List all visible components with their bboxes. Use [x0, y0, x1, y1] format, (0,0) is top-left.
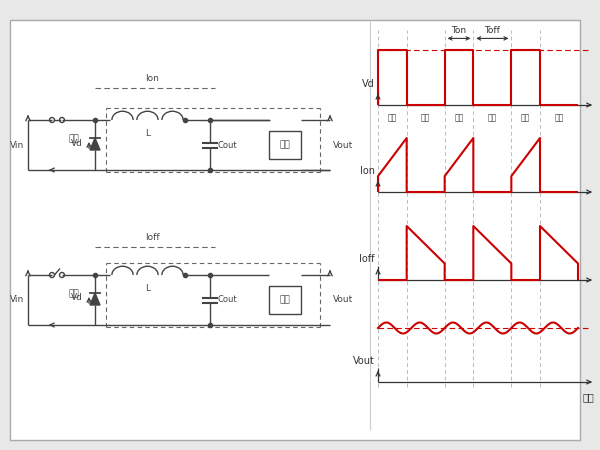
Text: Vd: Vd — [71, 293, 83, 302]
Text: 负载: 负载 — [280, 296, 290, 305]
Text: Ioff: Ioff — [145, 233, 160, 242]
Text: 负载: 负载 — [280, 140, 290, 149]
Text: L: L — [145, 129, 150, 138]
Text: 接通: 接通 — [454, 113, 464, 122]
Text: Ion: Ion — [146, 74, 160, 83]
Polygon shape — [90, 138, 100, 150]
Text: Ioff: Ioff — [359, 254, 375, 264]
Text: Vin: Vin — [10, 296, 24, 305]
Text: Vout: Vout — [333, 296, 353, 305]
Text: Vout: Vout — [333, 140, 353, 149]
Bar — [269, 131, 301, 159]
Text: Ton: Ton — [451, 27, 467, 36]
Text: Cout: Cout — [218, 140, 238, 149]
Text: Cout: Cout — [218, 296, 238, 305]
Text: 接通: 接通 — [68, 134, 79, 143]
Text: Vd: Vd — [71, 139, 83, 148]
Bar — [269, 286, 301, 314]
Polygon shape — [90, 293, 100, 305]
Text: L: L — [145, 284, 150, 293]
Text: Ion: Ion — [360, 166, 375, 176]
Text: 时间: 时间 — [582, 392, 594, 402]
Text: Vout: Vout — [353, 356, 375, 366]
Text: 接通: 接通 — [388, 113, 397, 122]
Text: 断开: 断开 — [488, 113, 497, 122]
Text: Toff: Toff — [484, 27, 500, 36]
Text: Vd: Vd — [362, 79, 375, 89]
Text: 断开: 断开 — [554, 113, 563, 122]
Text: 接通: 接通 — [521, 113, 530, 122]
Text: Vin: Vin — [10, 140, 24, 149]
Text: 断开: 断开 — [68, 289, 79, 298]
Text: 断开: 断开 — [421, 113, 430, 122]
